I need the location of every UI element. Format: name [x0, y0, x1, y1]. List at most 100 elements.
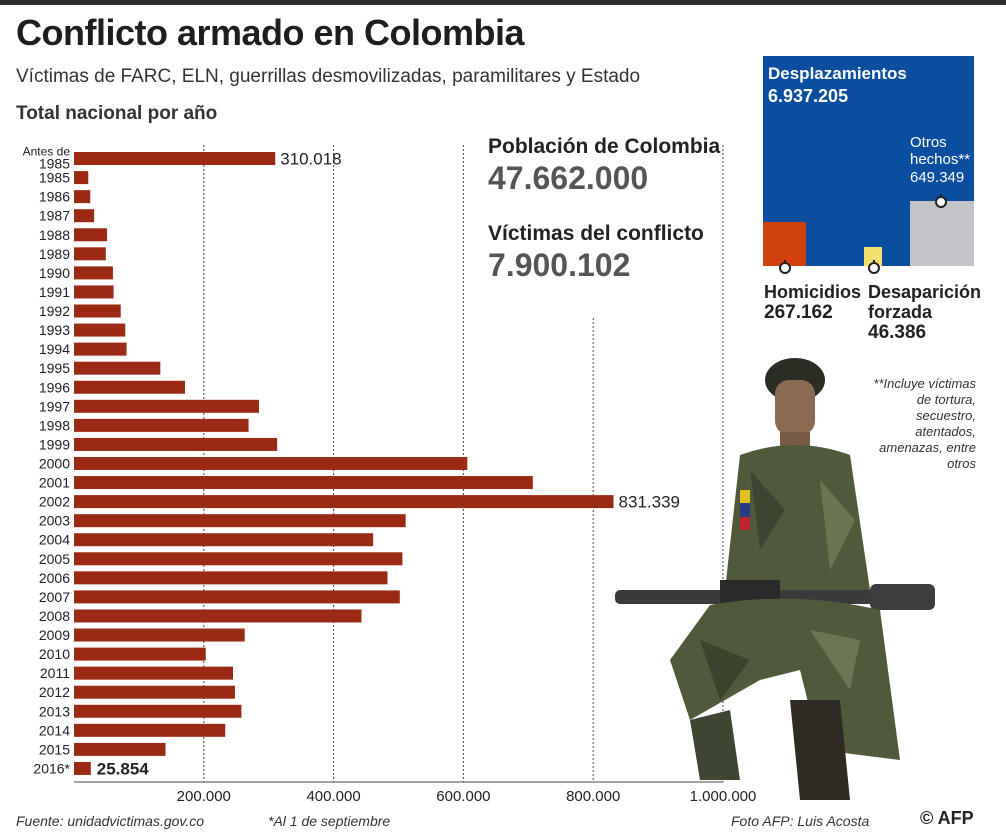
y-tick-label: 2016* — [33, 760, 70, 776]
disappearance-pin-dot — [868, 262, 880, 274]
y-tick-label: 2004 — [39, 532, 70, 548]
other-events-block — [910, 201, 974, 266]
y-tick-label: Antes de — [23, 145, 71, 159]
bar — [74, 285, 114, 299]
y-tick-label: 2002 — [39, 494, 70, 510]
y-tick-label: 2015 — [39, 741, 70, 757]
bar — [74, 247, 106, 261]
bar — [74, 609, 362, 623]
bar — [74, 571, 388, 585]
y-tick-label: 1996 — [39, 379, 70, 395]
top-rule — [0, 0, 1006, 5]
y-tick-label: 1985 — [39, 156, 70, 172]
footnote: **Incluye víctimas de tortura, secuestro… — [873, 376, 976, 471]
population-value: 47.662.000 — [488, 160, 649, 196]
victims-label: Víctimas del conflicto — [488, 222, 704, 245]
victims-treemap: Desplazamientos 6.937.205 Otros hechos**… — [763, 56, 974, 266]
bar — [74, 209, 95, 223]
afp-logo: © AFP — [920, 808, 974, 828]
bar — [74, 190, 91, 204]
data-label: 25.854 — [97, 759, 150, 778]
homicides-value: 267.162 — [764, 302, 833, 323]
bar — [74, 723, 226, 737]
x-tick-label: 600.000 — [436, 788, 490, 805]
page-subtitle: Víctimas de FARC, ELN, guerrillas desmov… — [16, 66, 641, 87]
y-tick-label: 1992 — [39, 303, 70, 319]
y-tick-label: 1986 — [39, 189, 70, 205]
bar — [74, 685, 235, 699]
bar — [74, 666, 234, 680]
bar — [74, 399, 259, 413]
chart-title: Total nacional por año — [16, 103, 218, 124]
population-label: Población de Colombia — [488, 135, 721, 158]
y-tick-label: 2011 — [40, 665, 70, 681]
other-events-label: Otros hechos** — [910, 134, 971, 168]
other-pin-dot — [935, 196, 947, 208]
bar — [74, 628, 245, 642]
y-tick-label: 2001 — [39, 475, 70, 491]
bar — [74, 266, 113, 280]
homicides-block — [763, 222, 806, 266]
y-tick-label: 1990 — [39, 265, 70, 281]
soldier-photo — [615, 358, 935, 800]
y-tick-label: 2013 — [39, 703, 70, 719]
bar — [74, 704, 242, 718]
bar — [74, 323, 126, 337]
bar — [74, 361, 161, 375]
homicides-pin-dot — [779, 262, 791, 274]
bar — [74, 590, 400, 604]
bar — [74, 342, 127, 356]
y-tick-label: 2003 — [39, 513, 70, 529]
photo-credit: Foto AFP: Luis Acosta — [731, 813, 870, 829]
x-tick-label: 1.000.000 — [690, 788, 757, 805]
bar — [74, 761, 91, 775]
page-title: Conflicto armado en Colombia — [16, 12, 525, 53]
y-tick-label: 2008 — [39, 608, 70, 624]
displacement-label: Desplazamientos — [768, 64, 907, 83]
y-tick-label: 1987 — [39, 208, 70, 224]
y-tick-label: 1999 — [39, 436, 70, 452]
bar — [74, 380, 185, 394]
source-note: Fuente: unidadvictimas.gov.co — [16, 813, 205, 829]
bar — [74, 514, 406, 528]
y-tick-label: 1995 — [39, 360, 70, 376]
date-note: *Al 1 de septiembre — [268, 813, 391, 829]
y-tick-label: 1989 — [39, 246, 70, 262]
bar — [74, 533, 374, 547]
y-tick-label: 2014 — [39, 722, 70, 738]
other-events-value: 649.349 — [910, 169, 965, 186]
y-tick-label: 1997 — [39, 398, 70, 414]
disappearance-label: Desaparición forzada — [868, 282, 982, 322]
bar — [74, 552, 403, 566]
y-tick-label: 2007 — [39, 589, 70, 605]
y-tick-label: 1998 — [39, 417, 70, 433]
y-tick-label: 2005 — [39, 551, 70, 567]
y-tick-label: 1994 — [39, 341, 70, 357]
victims-value: 7.900.102 — [488, 247, 631, 283]
bar — [74, 418, 249, 432]
data-label: 310.018 — [280, 150, 341, 169]
bar — [74, 495, 614, 509]
bar — [74, 437, 278, 451]
bar — [74, 152, 276, 166]
y-tick-label: 2010 — [39, 646, 70, 662]
y-tick-label: 1991 — [39, 284, 70, 300]
y-tick-label: 2006 — [39, 570, 70, 586]
displacement-value: 6.937.205 — [768, 86, 849, 106]
bar — [74, 228, 108, 242]
bar — [74, 456, 468, 470]
y-tick-label: 1988 — [39, 227, 70, 243]
bar — [74, 476, 533, 490]
x-tick-label: 200.000 — [177, 788, 231, 805]
y-tick-label: 2012 — [39, 684, 70, 700]
x-tick-label: 800.000 — [566, 788, 620, 805]
y-tick-label: 2009 — [39, 627, 70, 643]
y-tick-label: 1993 — [39, 322, 70, 338]
y-tick-label: 2000 — [39, 455, 70, 471]
bar — [74, 647, 206, 661]
bar — [74, 304, 121, 318]
disappearance-value: 46.386 — [868, 322, 927, 343]
bar — [74, 742, 166, 756]
bar — [74, 171, 89, 185]
